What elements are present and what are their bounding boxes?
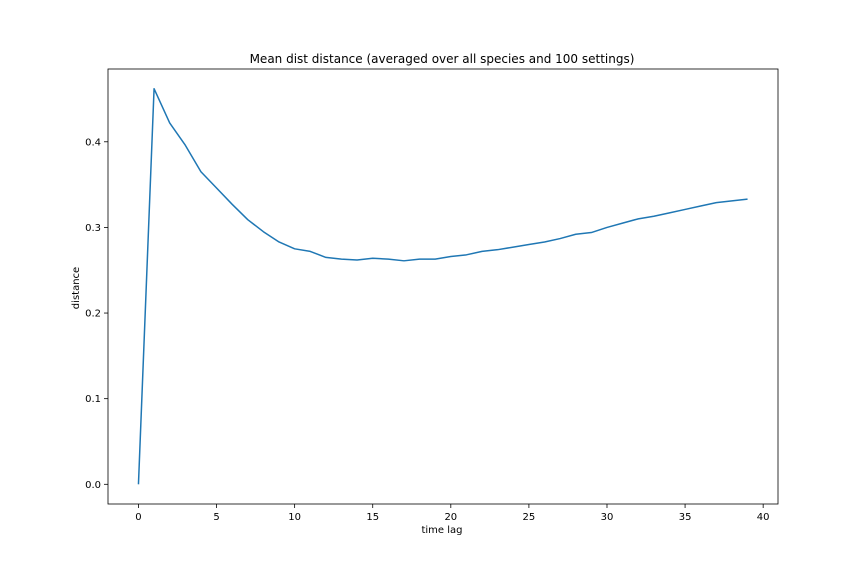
x-tick-label: 25: [523, 512, 536, 523]
x-tick-label: 5: [213, 512, 219, 523]
x-axis-label: time lag: [421, 525, 462, 536]
x-tick-label: 35: [679, 512, 692, 523]
plot-frame: [107, 68, 779, 505]
x-tick-label: 30: [601, 512, 614, 523]
x-tick-label: 0: [135, 512, 141, 523]
x-tick-label: 40: [757, 512, 770, 523]
chart-title: Mean dist distance (averaged over all sp…: [250, 52, 635, 66]
y-tick-label: 0.1: [85, 394, 101, 405]
y-tick-label: 0.3: [85, 223, 101, 234]
x-tick-label: 20: [444, 512, 457, 523]
y-tick-label: 0.4: [85, 137, 101, 148]
y-tick-label: 0.2: [85, 309, 101, 320]
y-tick-label: 0.0: [85, 480, 101, 491]
x-tick-label: 10: [288, 512, 301, 523]
plot-area: [107, 68, 779, 505]
series-line-0: [137, 87, 748, 485]
x-tick-label: 15: [366, 512, 379, 523]
x-axis-ticks: 0 5 10 15 20 25 30 35 40: [135, 504, 770, 523]
y-axis-ticks: 0.0 0.1 0.2 0.3 0.4: [85, 137, 108, 491]
y-axis-label: distance: [71, 267, 82, 309]
